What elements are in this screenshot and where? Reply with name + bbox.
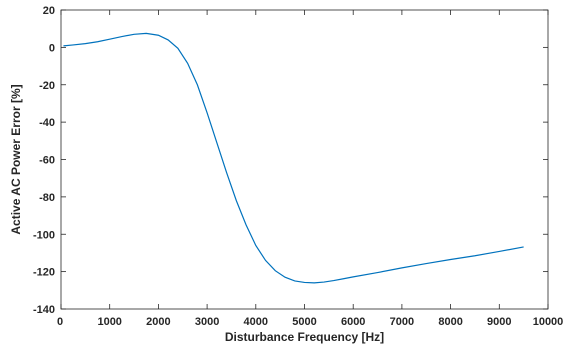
series-line-active-ac-power-error — [63, 32, 524, 284]
x-tick-label: 8000 — [438, 316, 462, 328]
x-tick-label: 4000 — [244, 316, 268, 328]
x-tick-label: 2000 — [146, 316, 170, 328]
x-tick-label: 7000 — [390, 316, 414, 328]
y-axis: 20 0 -20 -40 -60 -80 -100 -120 -140 — [33, 5, 548, 316]
x-axis-title: Disturbance Frequency [Hz] — [225, 330, 384, 344]
plot-area — [60, 9, 549, 310]
x-tick-label: 5000 — [292, 316, 316, 328]
x-tick-label: 10000 — [533, 316, 564, 328]
y-tick-label: -60 — [39, 155, 55, 167]
x-tick-label: 0 — [57, 316, 63, 328]
y-tick-label: -120 — [33, 267, 55, 279]
x-tick-label: 6000 — [341, 316, 365, 328]
plot-frame — [60, 9, 549, 310]
y-tick-label: -20 — [39, 80, 55, 92]
x-tick-label: 3000 — [195, 316, 219, 328]
x-tick-label: 9000 — [487, 316, 511, 328]
x-tick-label: 1000 — [97, 316, 121, 328]
y-tick-label: -40 — [39, 117, 55, 129]
y-tick-label: -140 — [33, 304, 55, 316]
y-tick-label: 20 — [43, 5, 55, 17]
y-tick-label: -80 — [39, 192, 55, 204]
y-tick-label: -100 — [33, 229, 55, 241]
y-axis-title: Active AC Power Error [%] — [9, 84, 23, 234]
y-tick-label: 0 — [49, 42, 55, 54]
x-axis: 0 1000 2000 3000 4000 5000 6000 7000 8000 9000 100… — [57, 10, 563, 328]
